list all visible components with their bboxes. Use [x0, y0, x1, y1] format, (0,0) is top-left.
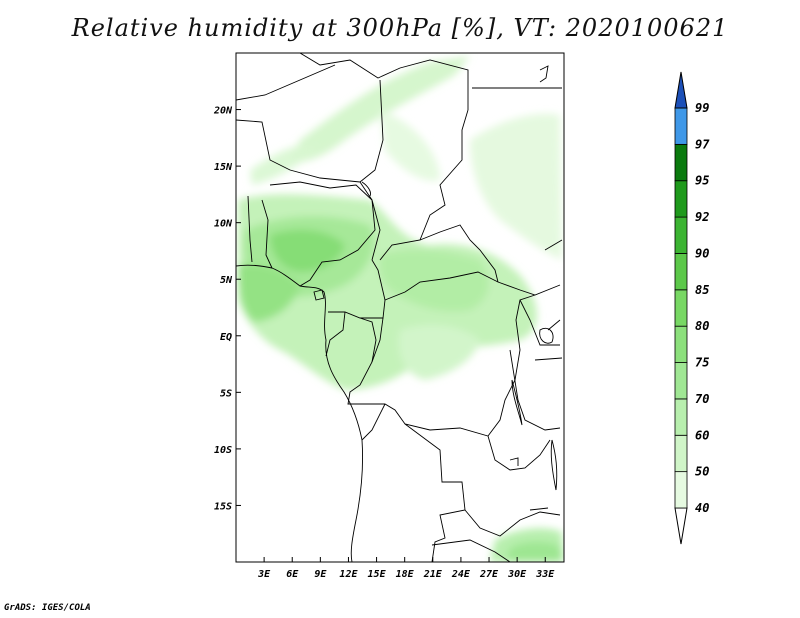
colorbar-swatch: [674, 398, 688, 436]
colorbar-swatch: [674, 143, 688, 182]
country-boundaries: [236, 53, 563, 562]
x-axis: 3E 6E 9E 12E 15E 18E 21E 24E 27E 30E 33E: [257, 557, 555, 580]
y-tick-label: EQ: [220, 332, 232, 343]
colorbar-level-label: 50: [695, 465, 709, 479]
colorbar-swatch: [674, 107, 688, 145]
y-tick-label: 5S: [220, 388, 232, 399]
colorbar-level-label: 99: [695, 101, 709, 115]
y-tick-label: 10N: [214, 219, 233, 230]
colorbar-level-label: 70: [695, 392, 709, 406]
x-tick-label: 3E: [257, 569, 271, 580]
colorbar-swatch: [674, 325, 688, 363]
colorbar: 40 50 60 70 75 80 85 90 92 95 97 99: [674, 71, 710, 545]
colorbar-level-label: 95: [695, 174, 709, 188]
y-tick-label: 10S: [214, 445, 232, 456]
colorbar-level-label: 90: [695, 246, 709, 260]
x-tick-label: 21E: [423, 569, 443, 580]
colorbar-level-label: 75: [695, 356, 709, 370]
x-tick-label: 15E: [368, 569, 387, 580]
map-title: Relative humidity at 300hPa [%], VT: 202…: [71, 14, 729, 42]
y-tick-label: 15N: [214, 162, 233, 173]
colorbar-swatch: [674, 253, 688, 291]
x-tick-label: 9E: [314, 569, 327, 580]
x-tick-label: 24E: [451, 569, 471, 580]
colorbar-level-label: 60: [695, 428, 709, 442]
x-tick-label: 27E: [479, 569, 499, 580]
y-tick-label: 15S: [214, 501, 232, 512]
x-tick-label: 30E: [507, 569, 527, 580]
x-tick-label: 18E: [396, 569, 415, 580]
colorbar-over-triangle: [674, 71, 688, 109]
colorbar-under-triangle: [674, 507, 688, 545]
colorbar-level-label: 97: [695, 137, 710, 151]
x-tick-label: 33E: [535, 569, 555, 580]
x-tick-label: 6E: [286, 569, 299, 580]
humidity-field: [238, 56, 564, 562]
map-frame: [235, 52, 565, 563]
x-tick-label: 12E: [339, 569, 358, 580]
colorbar-level-label: 92: [695, 210, 709, 224]
colorbar-swatch: [674, 216, 688, 254]
colorbar-swatch: [674, 362, 688, 400]
credit-label: GrADS: IGES/COLA: [4, 603, 91, 613]
y-axis: 20N 15N 10N 5N EQ 5S 10S 15S: [213, 106, 241, 512]
y-tick-label: 20N: [213, 106, 233, 117]
colorbar-swatch: [674, 289, 688, 327]
colorbar-level-label: 80: [695, 319, 709, 333]
colorbar-swatch: [674, 434, 688, 473]
colorbar-level-label: 40: [695, 501, 709, 515]
colorbar-swatch: [674, 180, 688, 218]
colorbar-level-label: 85: [695, 283, 709, 297]
y-tick-label: 5N: [220, 275, 233, 286]
colorbar-swatch: [674, 471, 688, 509]
